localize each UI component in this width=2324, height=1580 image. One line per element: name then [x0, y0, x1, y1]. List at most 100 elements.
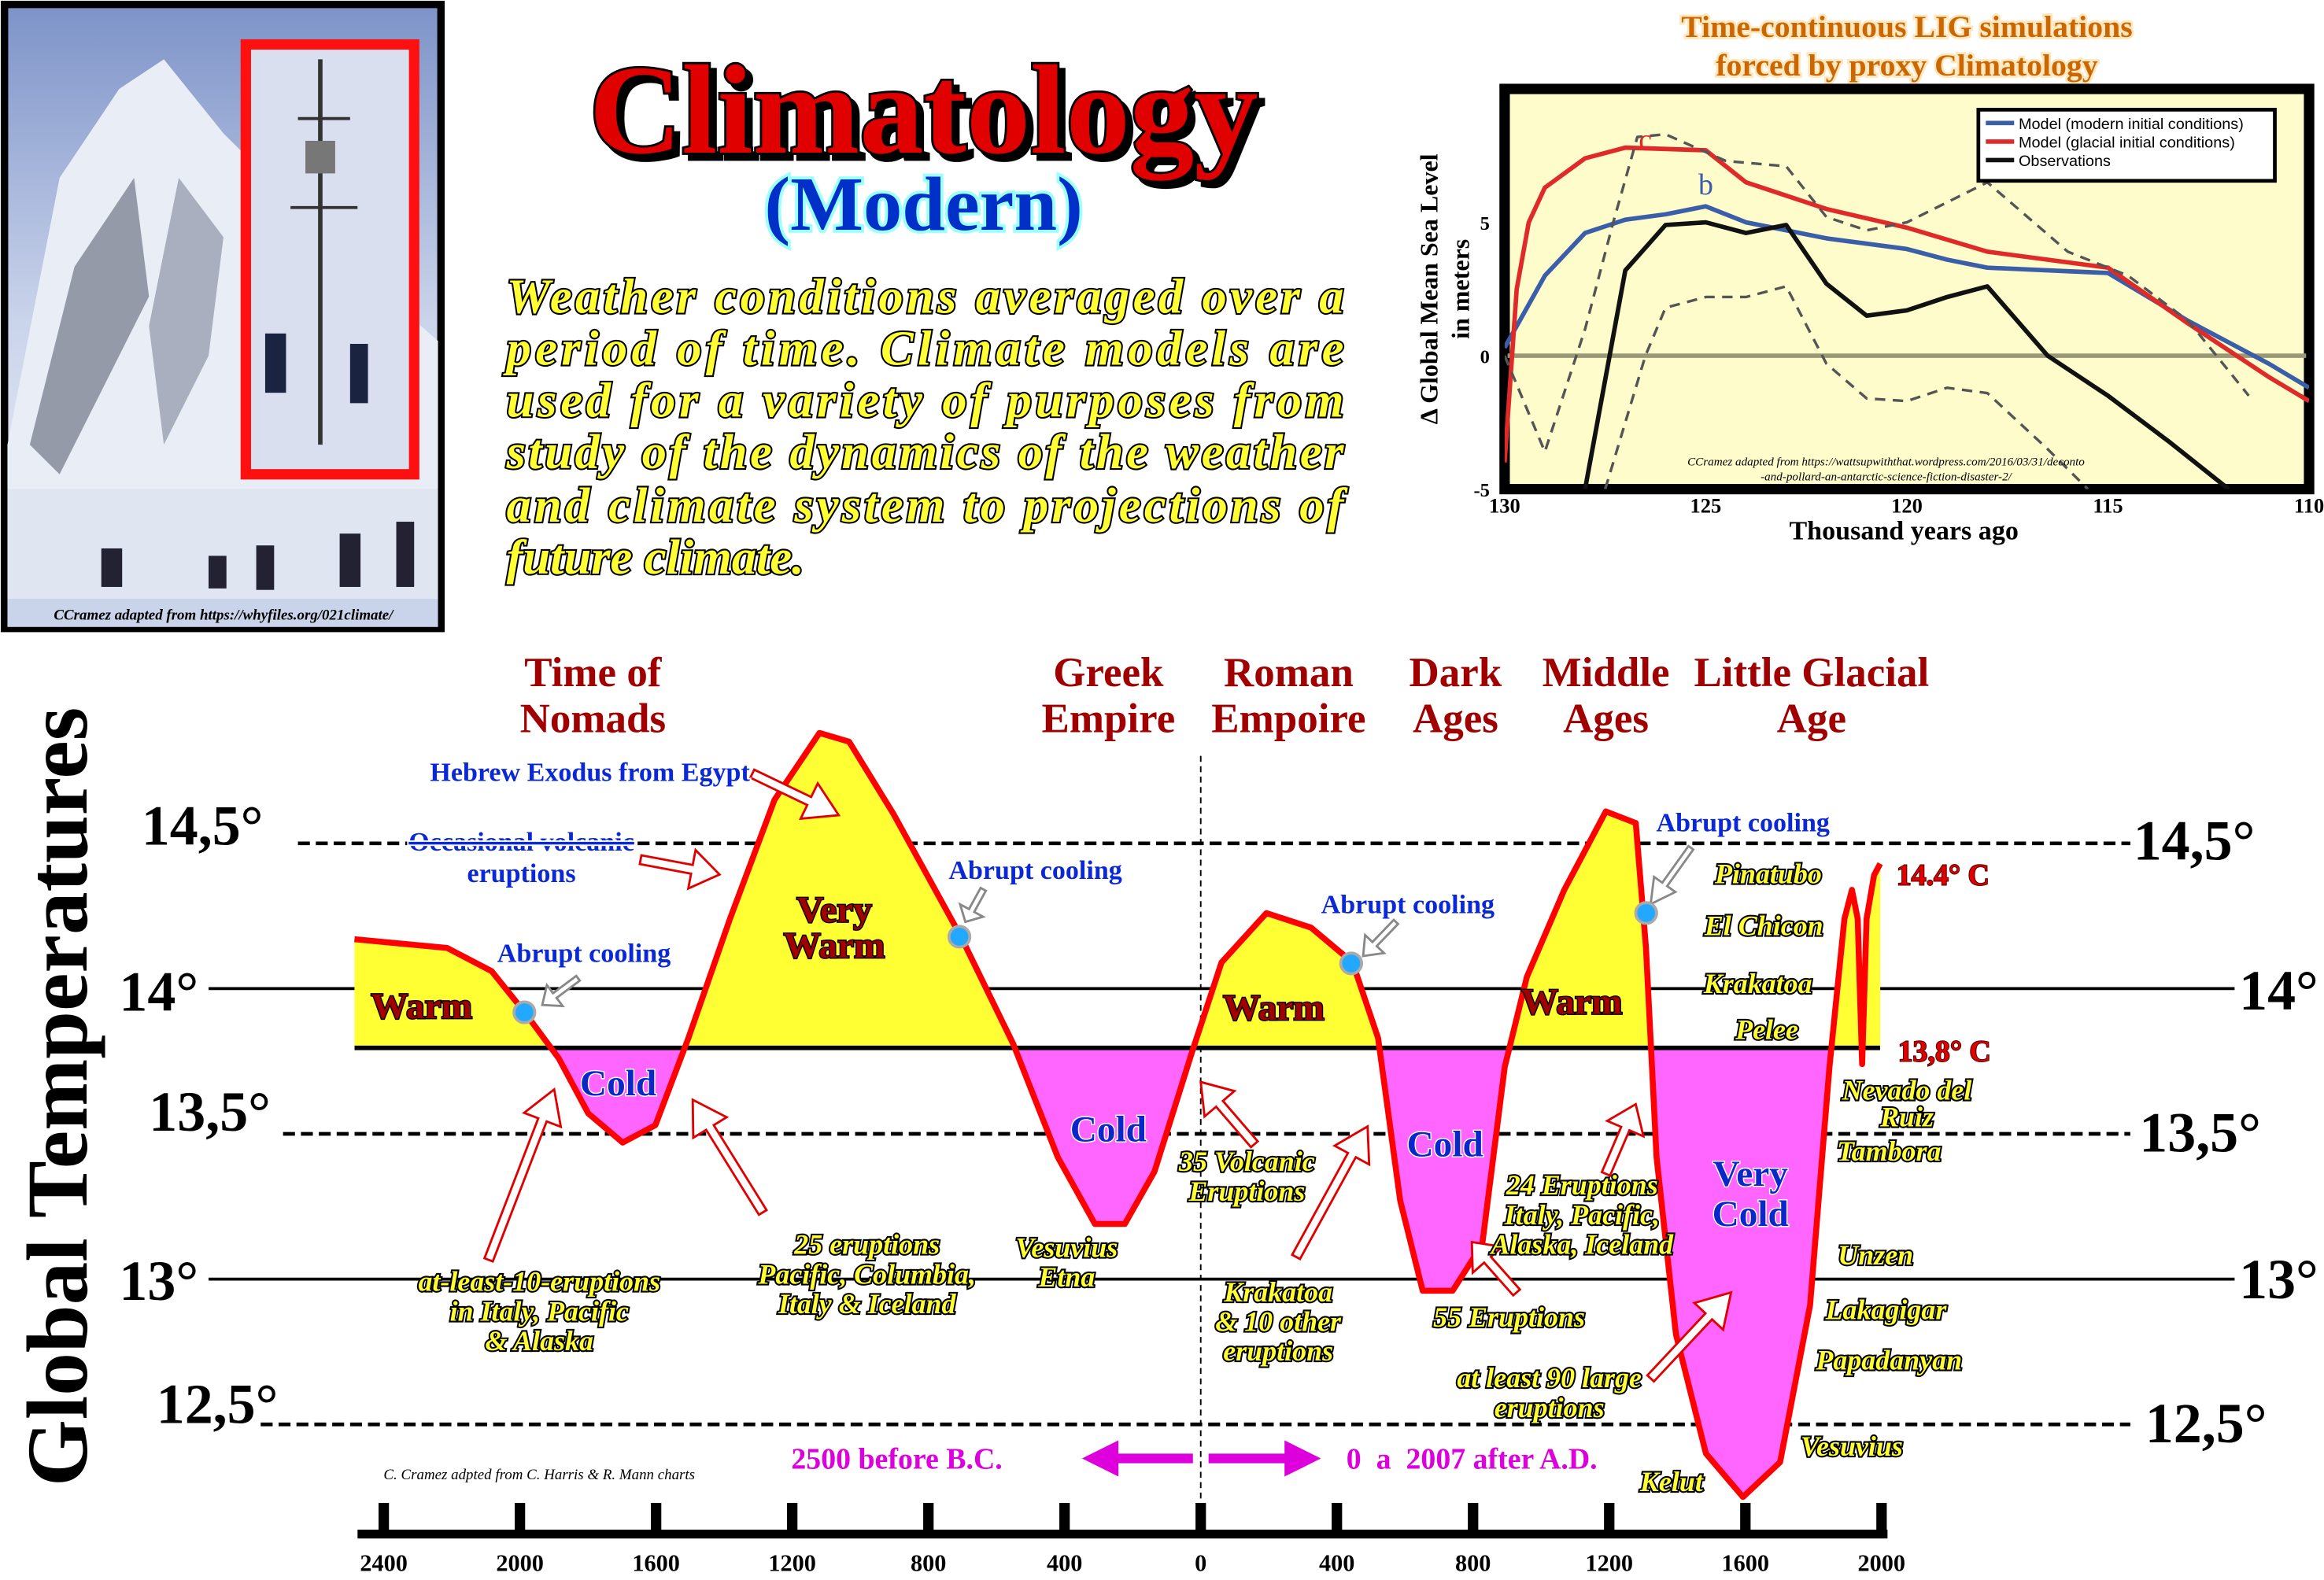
x-tick-label: 2400: [360, 1550, 408, 1577]
page-title: Climatology: [589, 39, 1258, 181]
region-label-cold: Cold: [580, 1063, 656, 1104]
volcano-label: Lakagigar: [1825, 1294, 1948, 1326]
volcano-label: Tambora: [1837, 1135, 1942, 1167]
x-tick-label: 0: [1195, 1550, 1206, 1577]
lig-legend: Model (modern initial conditions)Model (…: [1976, 108, 2277, 183]
temp-marker-high: 14.4° C: [1897, 859, 1990, 892]
description-line: used for a variety of purposes from: [507, 373, 1344, 427]
region-label-warm: Warm: [1223, 988, 1325, 1028]
lig-series-bound: [1504, 132, 2250, 453]
x-tick-label: 2000: [496, 1550, 544, 1577]
lig-y-tick: 0: [1480, 347, 1490, 368]
temp-y-tick-right: 14°: [2239, 959, 2318, 1022]
lig-chart-title: Time-continuous LIG simulations: [1681, 9, 2132, 44]
cooling-callout-arrow: [1362, 918, 1400, 958]
lig-series-bound: [1604, 285, 2089, 489]
cold-area: [551, 1047, 1863, 1497]
x-tick-label: 800: [911, 1550, 946, 1577]
volcano-list: Pinatubo El Chicon Krakatoa Pelee Nevado…: [1638, 857, 1974, 1499]
temperature-curve: [354, 729, 1883, 1501]
eruption-note: 55 Eruptions: [1433, 1301, 1585, 1333]
eruption-note: 25 eruptions: [793, 1229, 940, 1261]
eruption-note: eruptions: [1495, 1392, 1605, 1423]
curve-label-c: c: [1639, 124, 1652, 157]
description-line: period of time. Climate models are: [503, 322, 1344, 376]
eruption-note: Vesuvius: [1015, 1231, 1118, 1263]
region-label-very-warm: Very: [796, 890, 872, 931]
x-tick-label: 400: [1319, 1550, 1354, 1577]
page-subtitle: (Modern): [764, 162, 1083, 247]
period-label-ad: 0 a 2007 after A.D.: [1347, 1443, 1598, 1476]
callout-arrow: [1470, 1240, 1522, 1298]
x-tick-label: 1200: [768, 1550, 816, 1577]
era-label: Empoire: [1211, 696, 1365, 742]
eruption-note: Italy, Pacific,: [1504, 1199, 1660, 1231]
lig-x-tick: 115: [2093, 494, 2123, 518]
warm-area: [354, 733, 1881, 1048]
cooling-callout-arrow: [958, 886, 988, 924]
chart-credit: C. Cramez adpted from C. Harris & R. Man…: [383, 1467, 695, 1483]
callout-arrow: [482, 1087, 563, 1263]
lig-chart-title: forced by proxy Climatology: [1716, 48, 2097, 83]
callout-arrow: [1600, 1102, 1646, 1177]
volcano-label: Pelee: [1735, 1014, 1798, 1046]
cooling-callout-arrow: [541, 974, 582, 1008]
volcano-label: Nevado del: [1842, 1075, 1972, 1106]
eruption-note: Etna: [1037, 1261, 1095, 1293]
cooling-marker: [947, 925, 972, 949]
volcano-label: Ruiz: [1879, 1102, 1934, 1133]
volcano-label: Kelut: [1639, 1466, 1704, 1497]
photo-credit: CCramez adapted from https://whyfiles.or…: [54, 607, 394, 623]
expedition-photo: CCramez adapted from https://whyfiles.or…: [0, 0, 445, 633]
lig-y-tick: 5: [1480, 213, 1490, 234]
eruption-note: & 10 other: [1215, 1306, 1342, 1338]
temp-y-tick-left: 12,5°: [157, 1372, 279, 1435]
region-label-cold: Cold: [1407, 1124, 1483, 1165]
eruption-note: 24 Eruptions: [1506, 1169, 1658, 1201]
temp-y-tick-left: 13,5°: [149, 1080, 271, 1143]
x-tick-label: 1600: [1722, 1550, 1770, 1577]
arrow-left-icon: [1081, 1440, 1193, 1477]
lig-x-tick: 130: [1489, 494, 1520, 518]
era-label: Greek: [1053, 650, 1164, 696]
temp-y-tick-left: 14°: [119, 961, 198, 1024]
era-label: Middle: [1543, 650, 1670, 696]
legend-label: Observations: [2019, 153, 2111, 170]
temp-y-tick-right: 14,5°: [2134, 810, 2256, 873]
era-label: Time of: [524, 650, 663, 696]
lig-sea-level-chart: Time-continuous LIG simulations forced b…: [1415, 7, 2324, 546]
cooling-callout-arrow: [1649, 844, 1695, 906]
curve-label-b: b: [1698, 168, 1713, 201]
callout-arrow: [1646, 1290, 1733, 1383]
era-label: Ages: [1563, 696, 1649, 742]
volcano-label: Vesuvius: [1801, 1430, 1903, 1462]
lig-ylabel: Δ Global Mean Sea Level: [1415, 153, 1443, 424]
lig-xlabel: Thousand years ago: [1789, 517, 2018, 546]
x-tick-label: 1200: [1585, 1550, 1633, 1577]
era-label: Roman: [1224, 650, 1354, 696]
era-label: Ages: [1413, 696, 1498, 742]
eruption-note: Pacific, Columbia,: [757, 1258, 976, 1290]
lig-credit: -and-pollard-an-antarctic-science-fictio…: [1761, 471, 2013, 483]
description-line: Weather conditions averaged over a: [507, 270, 1344, 324]
region-label-warm: Warm: [371, 986, 472, 1027]
eruption-note: at-least-10-eruptions: [418, 1266, 660, 1298]
callout-arrow: [638, 847, 722, 891]
region-label-very-warm: Warm: [784, 925, 885, 966]
volcano-label: Krakatoa: [1703, 968, 1812, 999]
legend-label: Model (modern initial conditions): [2019, 116, 2244, 133]
era-label: Dark: [1410, 650, 1502, 696]
photo-highlight-frame: [240, 39, 419, 480]
lig-x-tick: 110: [2294, 494, 2324, 518]
x-tick-label: 800: [1455, 1550, 1491, 1577]
cooling-marker: [1634, 901, 1658, 925]
period-label-bc: 2500 before B.C.: [791, 1443, 1002, 1476]
eruption-note: in Italy, Pacific: [450, 1295, 629, 1327]
event-abrupt-cooling: Abrupt cooling: [1657, 809, 1830, 838]
callout-arrow: [691, 1098, 768, 1216]
era-label: Age: [1777, 696, 1846, 742]
eruption-note: Krakatoa: [1223, 1276, 1332, 1308]
abrupt-cooling-markers: [512, 901, 1658, 1024]
callout-arrow: [1199, 1080, 1260, 1149]
lig-x-tick: 125: [1690, 494, 1722, 518]
